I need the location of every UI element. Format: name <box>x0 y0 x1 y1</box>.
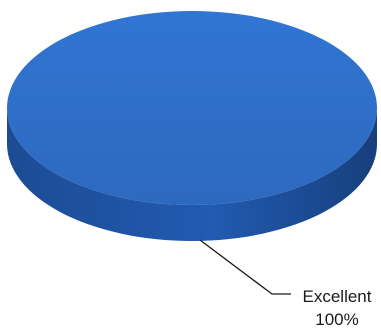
slice-leader-line <box>199 239 291 295</box>
slice-value-label-excellent: 100% <box>315 310 358 329</box>
pie-slices <box>7 11 377 241</box>
slice-labels: Excellent 100% <box>199 239 372 329</box>
slice-label-excellent: Excellent <box>303 287 372 306</box>
pie-slice-excellent <box>7 11 377 205</box>
pie-slice-side-excellent <box>7 108 377 241</box>
